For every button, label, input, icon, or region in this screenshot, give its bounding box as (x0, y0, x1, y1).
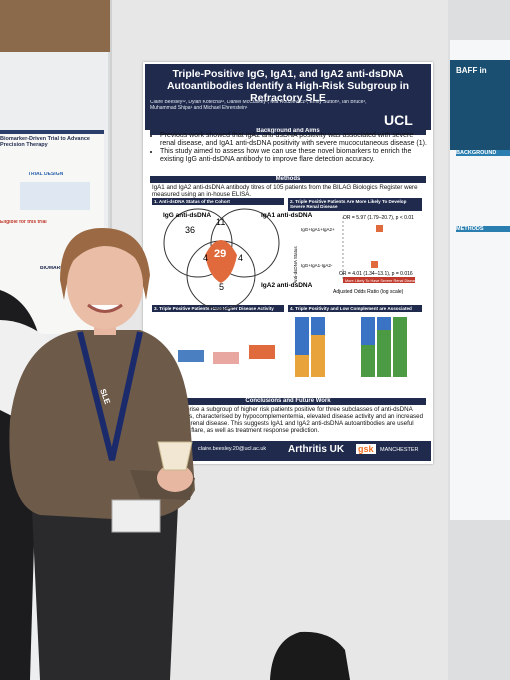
smile (87, 303, 123, 313)
stack (393, 317, 407, 377)
forest-row: IgG+IgA1-IgA2- (301, 263, 333, 268)
sponsor: Arthritis UK (288, 444, 345, 455)
face (67, 241, 143, 329)
venn-count: 5 (219, 282, 224, 292)
venn-count: 4 (238, 253, 243, 263)
forest-stat: OR = 4.01 (1.34–13.1), p = 0.016 (339, 271, 413, 277)
left-figure (20, 182, 90, 210)
poster-authors: Claire Beesley¹², Dylan Kotecha¹², Danie… (150, 100, 367, 111)
venn-count: 4 (203, 253, 208, 263)
left-poster-title: Biomarker-Driven Trial to Advance Precis… (0, 136, 90, 149)
bullet: Previous work showed that IgA2 anti-dsDN… (160, 132, 428, 148)
hand (157, 464, 193, 492)
bullet-list: Previous work showed that IgA2 anti-dsDN… (148, 132, 428, 164)
contact: claire.beesley.20@ucl.ac.uk (198, 446, 267, 452)
forest-row: IgG+IgA1+IgA2+ (301, 227, 335, 232)
forest-point (371, 261, 378, 268)
venn-label: IgA2 anti-dsDNA (261, 282, 313, 289)
box (213, 352, 239, 364)
right-section: METHODS (456, 226, 510, 233)
sponsor: MANCHESTER (380, 447, 419, 453)
venn-circle (210, 208, 280, 278)
poster-header (145, 64, 431, 130)
lanyard (77, 331, 143, 461)
left-cta: Eligible for this trial (0, 220, 47, 225)
stack (361, 345, 375, 377)
section-heading: Methods (150, 176, 426, 183)
forest-point (376, 225, 383, 232)
venn-count: 29 (214, 248, 226, 260)
box (249, 345, 275, 359)
box (178, 350, 204, 362)
methods-text: IgA1 and IgA2 anti-dsDNA antibody titres… (152, 184, 418, 199)
forest-arrow (343, 277, 415, 283)
hair-top (66, 234, 144, 270)
stack (311, 335, 325, 377)
left-section: TRIAL DESIGN (28, 172, 64, 177)
stack (295, 355, 309, 377)
right-header (450, 60, 510, 150)
forest-ylabel: Anti-dsDNA Status (293, 246, 298, 284)
stack (377, 330, 391, 377)
venn-count: 11 (216, 217, 225, 227)
ceiling (0, 0, 112, 52)
paper-cup (157, 441, 193, 471)
venn-count: 36 (185, 225, 195, 235)
left-side: BIOMARKER- (40, 266, 73, 271)
ucl-logo: UCL (384, 112, 413, 128)
forest-arrow-label: More Likely To Have Severe Renal Disease (345, 279, 418, 283)
poster-figures: IgG anti-dsDNA IgA1 anti-dsDNA IgA2 anti… (163, 208, 418, 377)
conclusions-text: data characterise a subgroup of higher r… (152, 406, 424, 435)
bag (270, 631, 350, 680)
right-title: BAFF in (456, 66, 487, 75)
venn-label: IgG anti-dsDNA (163, 212, 211, 219)
forest-axis: Adjusted Odds Ratio (log scale) (333, 289, 404, 295)
venn-highlight (205, 240, 237, 283)
section-heading: Background and Aims (150, 128, 426, 135)
right-section: BACKGROUND (456, 150, 510, 157)
trousers (32, 505, 178, 680)
section-heading: Conclusions and Future Work (150, 398, 426, 405)
panel-title: 1. Anti-dsDNA Status of the Cohort (152, 198, 284, 206)
panel-title: 2. Triple Positive Patients Are More Lik… (288, 198, 422, 211)
panel-title: 4. Triple Positivity and Low Complement … (288, 305, 422, 313)
name-badge (111, 499, 161, 533)
forest-stat: OR = 5.97 (1.79–20.7), p < 0.01 (343, 215, 414, 221)
poster-title: Triple-Positive IgG, IgA1, and IgA2 anti… (166, 68, 410, 105)
venn-label: IgA1 anti-dsDNA (261, 212, 313, 219)
sponsor: gsk (356, 444, 376, 455)
bullet: This study aimed to assess how we can us… (160, 148, 428, 164)
